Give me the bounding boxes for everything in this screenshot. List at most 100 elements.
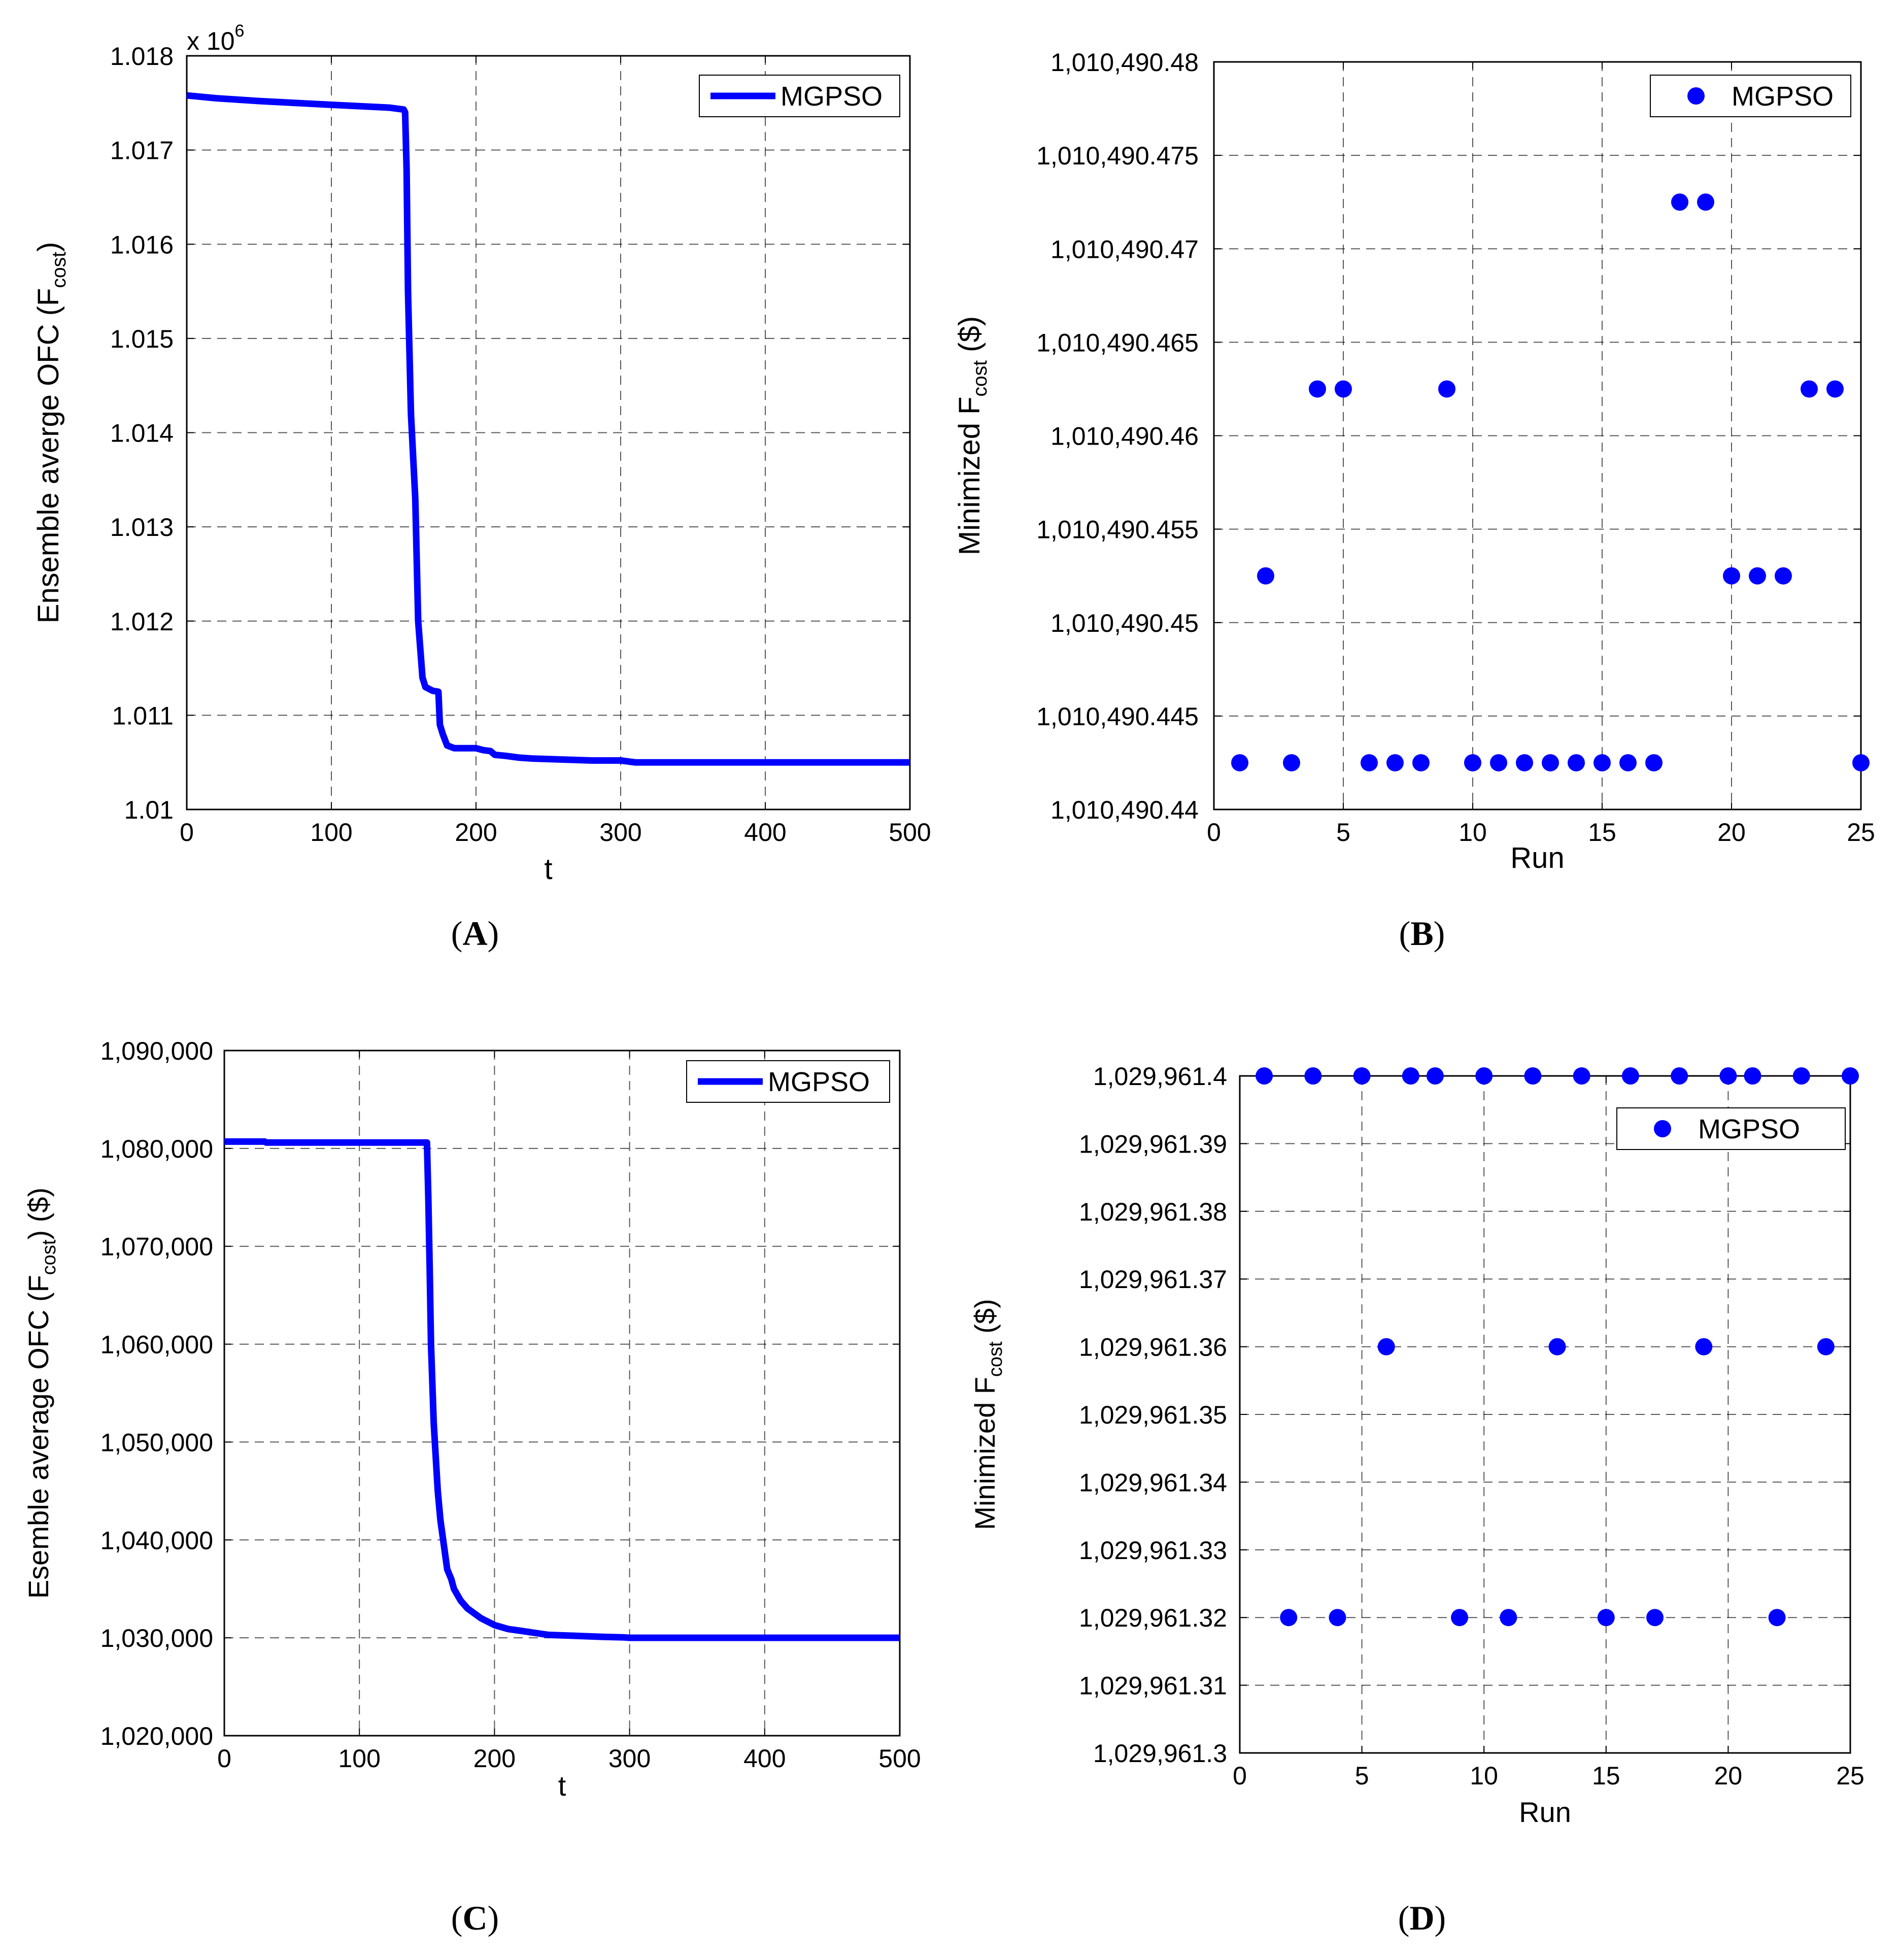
data-point [1723, 567, 1740, 585]
x-tick-label: 0 [1207, 818, 1221, 847]
x-tick-label: 300 [608, 1744, 651, 1773]
y-tick-label: 1.012 [110, 607, 174, 636]
x-tick-label: 0 [217, 1744, 231, 1773]
y-tick-label: 1,010,490.44 [1050, 796, 1199, 824]
y-axis-label-sub: cost [985, 1341, 1006, 1377]
data-point [1402, 1067, 1419, 1085]
data-point [1621, 1067, 1639, 1085]
y-tick-label: 1.015 [110, 325, 174, 353]
data-point [1645, 754, 1663, 771]
x-tick-label: 100 [338, 1744, 380, 1773]
x-tick-label: 200 [473, 1744, 516, 1773]
y-tick-label: 1,029,961.4 [1093, 1062, 1227, 1091]
data-point [1619, 754, 1637, 771]
data-point [1826, 380, 1844, 398]
data-point [1697, 193, 1714, 211]
y-tick-label: 1,010,490.46 [1050, 422, 1199, 451]
y-axis-label-tail: ) [32, 242, 65, 252]
x-tick-label: 20 [1714, 1762, 1743, 1790]
y-tick-label: 1.016 [110, 230, 174, 259]
x-tick-label: 0 [180, 818, 194, 847]
x-tick-label: 400 [744, 818, 786, 847]
axes-frame [1213, 61, 1862, 810]
legend-dot-marker [1687, 87, 1705, 105]
y-axis-label: Ensemble averge OFC (Fcost) [32, 242, 70, 624]
data-point [1438, 380, 1455, 398]
y-tick-label: 1.013 [110, 513, 174, 542]
legend-label: MGPSO [1732, 81, 1834, 112]
x-tick-label: 500 [878, 1744, 921, 1773]
y-tick-label: 1.011 [112, 701, 174, 730]
y-tick-label: 1,010,490.445 [1036, 702, 1199, 731]
axes-frame [186, 55, 911, 810]
x-tick-label: 20 [1717, 818, 1746, 847]
data-point [1768, 1609, 1786, 1627]
data-point [1283, 754, 1300, 771]
y-tick-label: 1,029,961.39 [1079, 1130, 1227, 1158]
data-point [1646, 1609, 1664, 1627]
data-point [1451, 1609, 1469, 1627]
data-point [1573, 1067, 1590, 1085]
y-tick-label: 1,029,961.33 [1079, 1536, 1227, 1565]
data-point [1309, 380, 1326, 398]
y-tick-label: 1,030,000 [100, 1624, 213, 1652]
data-point [1353, 1067, 1371, 1085]
legend-box [1650, 75, 1851, 117]
axes-frame [1239, 1075, 1851, 1754]
y-tick-label: 1,010,490.475 [1036, 142, 1199, 170]
axes-frame [223, 1050, 901, 1737]
y-axis-label-tail: ) ($) [22, 1188, 54, 1240]
series-line-mgpso [186, 92, 910, 766]
data-point [1671, 1067, 1688, 1085]
y-axis-label-sub: cost [48, 252, 70, 288]
y-axis-label: Minimized Fcost ($) [969, 1299, 1006, 1530]
data-point [1801, 380, 1818, 398]
x-tick-label: 10 [1470, 1762, 1498, 1790]
y-tick-label: 1,029,961.3 [1093, 1739, 1227, 1768]
y-axis-label-main: Minimized F [969, 1377, 1001, 1530]
x-tick-label: 15 [1592, 1762, 1620, 1790]
data-point [1257, 567, 1274, 585]
chart-panel-a: 0 100 200 300 400 500 1.01 1.011 1.012 1.013 1.014… [32, 21, 931, 886]
y-axis-label: Minimized Fcost ($) [953, 316, 991, 555]
panel-label-d: (D) [1398, 1899, 1446, 1937]
y-axis-label-tail: ($) [969, 1299, 1001, 1341]
y-axis-label-tail: ($) [953, 316, 986, 360]
axis-multiplier: x 106 [187, 21, 244, 55]
data-point [1335, 380, 1352, 398]
data-point [1792, 1067, 1810, 1085]
x-axis-label: Run [1519, 1796, 1571, 1828]
data-point [1842, 1067, 1859, 1085]
y-tick-label: 1,020,000 [100, 1722, 213, 1750]
data-point [1695, 1338, 1713, 1356]
chart-panel-c: 0 100 200 300 400 500 1,020,000 1,030,000 1,040,… [22, 1037, 921, 1802]
data-point [1377, 1338, 1395, 1356]
y-axis-label-main: Minimized F [953, 396, 986, 555]
x-tick-label: 400 [743, 1744, 786, 1773]
y-tick-label: 1.017 [110, 137, 174, 165]
x-axis-label: Run [1510, 841, 1564, 874]
y-tick-label: 1,010,490.48 [1050, 48, 1199, 77]
legend-label: MGPSO [1698, 1114, 1800, 1144]
data-point [1671, 193, 1688, 211]
data-point [1817, 1338, 1835, 1356]
panel-label-c: (C) [451, 1899, 499, 1937]
data-point [1280, 1609, 1298, 1627]
x-tick-label: 500 [889, 818, 931, 847]
y-tick-label: 1.01 [124, 796, 174, 824]
x-tick-label: 5 [1355, 1762, 1369, 1790]
data-point [1329, 1609, 1346, 1627]
data-point [1775, 567, 1792, 585]
x-tick-label: 25 [1836, 1762, 1864, 1790]
axis-multiplier-exponent: 6 [235, 21, 245, 41]
x-tick-label: 25 [1847, 818, 1875, 847]
data-point [1231, 754, 1248, 771]
y-tick-label: 1,029,961.32 [1079, 1604, 1227, 1632]
y-tick-label: 1,029,961.38 [1079, 1198, 1227, 1226]
data-point [1852, 754, 1870, 771]
x-axis-label: t [558, 1770, 566, 1802]
y-axis-label-main: Ensemble averge OFC (F [32, 288, 65, 624]
data-point [1749, 567, 1766, 585]
x-tick-label: 5 [1336, 818, 1350, 847]
